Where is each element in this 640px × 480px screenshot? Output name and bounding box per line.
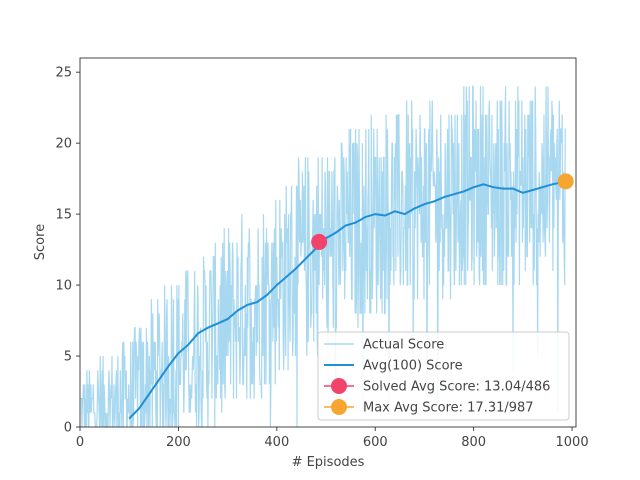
legend-avg-score: Avg(100) Score xyxy=(324,359,463,374)
y-tick-label: 5 xyxy=(64,350,72,365)
x-tick-label: 0 xyxy=(76,435,84,450)
x-tick-label: 400 xyxy=(264,435,289,450)
y-tick-label: 0 xyxy=(64,421,72,436)
y-tick-label: 25 xyxy=(55,66,72,81)
x-tick-label: 1000 xyxy=(556,435,589,450)
actual-score-line xyxy=(80,85,566,428)
x-tick-label: 800 xyxy=(461,435,486,450)
solved-score-marker xyxy=(311,233,328,250)
y-tick-label: 15 xyxy=(55,208,72,223)
avg-score-line xyxy=(128,180,566,420)
y-axis-label: Score xyxy=(33,224,48,260)
x-axis-label: # Episodes xyxy=(292,455,365,470)
legend-max-score: Max Avg Score: 17.31/987 xyxy=(324,399,534,416)
plot-frame xyxy=(79,57,577,428)
legend-actual-score: Actual Score xyxy=(324,338,444,353)
legend-marker-swatch xyxy=(331,378,347,394)
legend-marker-swatch xyxy=(331,399,347,415)
max-score-marker xyxy=(557,173,574,190)
avg-score-series xyxy=(128,180,566,420)
legend-box xyxy=(317,331,570,421)
y-tick-label: 20 xyxy=(55,137,72,152)
y-axis-ticks: 0 5 10 15 20 25 xyxy=(55,66,80,436)
x-tick-label: 600 xyxy=(363,435,388,450)
x-tick-label: 200 xyxy=(166,435,191,450)
y-tick-label: 10 xyxy=(55,279,72,294)
legend-label: Avg(100) Score xyxy=(363,359,463,374)
score-markers xyxy=(311,173,574,250)
actual-score-series xyxy=(80,85,566,428)
legend: Actual Score Avg(100) Score Solved Avg Sco… xyxy=(317,331,570,421)
x-axis-ticks: 0 200 400 600 800 1000 xyxy=(76,427,589,450)
legend-label: Actual Score xyxy=(363,338,444,353)
legend-label: Solved Avg Score: 13.04/486 xyxy=(363,380,550,395)
legend-label: Max Avg Score: 17.31/987 xyxy=(363,401,534,416)
legend-solved-score: Solved Avg Score: 13.04/486 xyxy=(324,378,550,395)
